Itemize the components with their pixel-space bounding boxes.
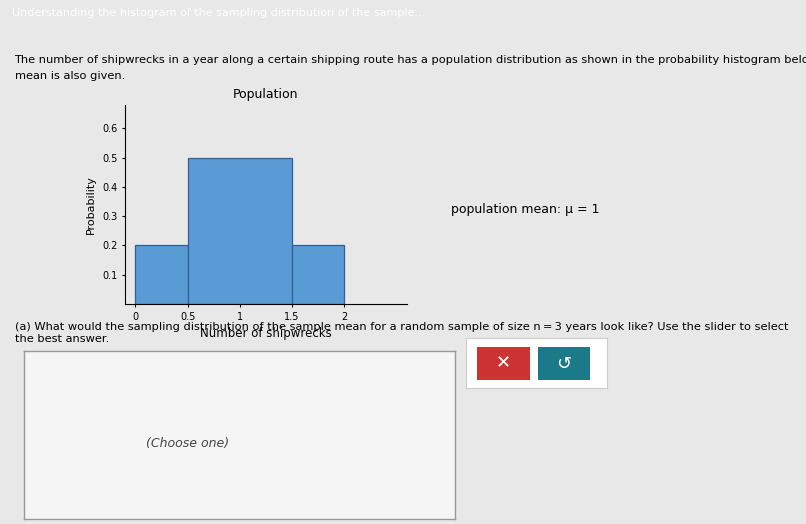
Title: Population: Population [233, 88, 299, 101]
Text: (a) What would the sampling distribution of the sample mean for a random sample : (a) What would the sampling distribution… [15, 322, 788, 344]
Y-axis label: Probability: Probability [86, 175, 97, 234]
Text: (Choose one): (Choose one) [147, 437, 230, 450]
X-axis label: Number of shipwrecks: Number of shipwrecks [200, 327, 332, 340]
Bar [135, 245, 188, 304]
Text: The number of shipwrecks in a year along a certain shipping route has a populati: The number of shipwrecks in a year along… [15, 55, 806, 65]
Text: mean is also given.: mean is also given. [15, 71, 125, 81]
Text: ✕: ✕ [496, 355, 511, 373]
Bar [292, 245, 344, 304]
Bar [188, 158, 292, 304]
Text: Understanding the histogram of the sampling distribution of the sample...: Understanding the histogram of the sampl… [12, 7, 426, 18]
Text: ↺: ↺ [556, 355, 571, 373]
Text: population mean: μ = 1: population mean: μ = 1 [451, 203, 600, 216]
